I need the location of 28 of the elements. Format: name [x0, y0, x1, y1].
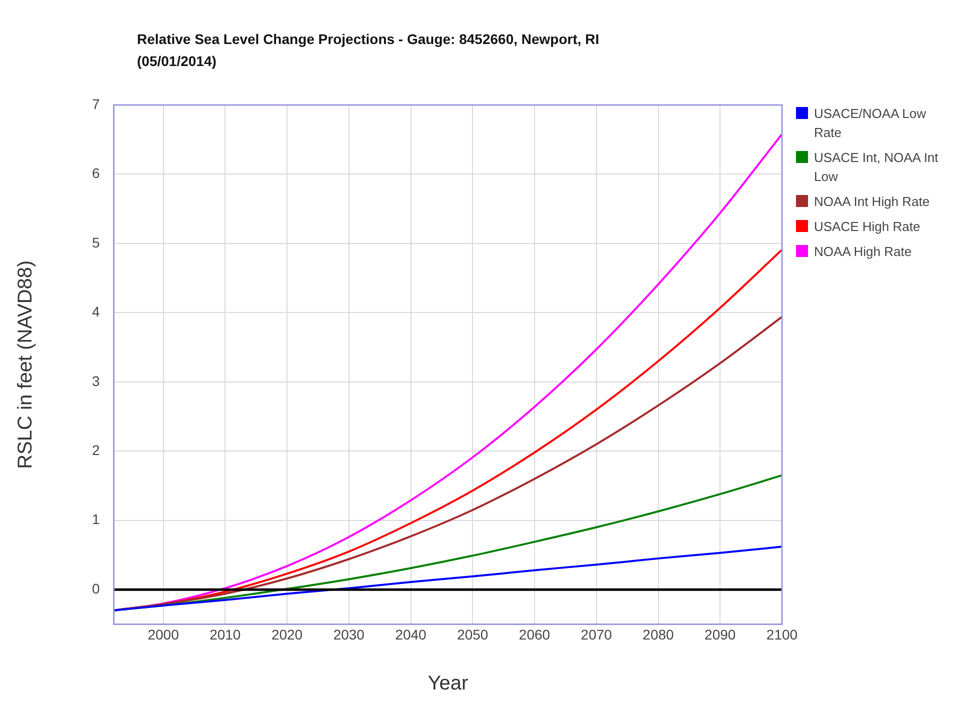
y-tick-label: 1: [92, 511, 100, 528]
chart-title: Relative Sea Level Change Projections - Gauge: 8452660, Newport, RI (05/01/2014): [137, 30, 600, 71]
legend-label: USACE High Rate: [814, 218, 920, 236]
x-tick-label: 2100: [766, 626, 798, 642]
line-series: [114, 546, 782, 612]
y-tick-label: 5: [92, 234, 100, 250]
y-tick-label: 2: [92, 442, 100, 458]
y-axis-title: RSLC in feet (NAVD88): [14, 260, 37, 469]
x-tick-label: 2080: [642, 626, 674, 642]
x-tick-label: 2090: [704, 626, 736, 642]
x-tick-label: 2070: [580, 626, 612, 642]
x-tick-label: 2060: [518, 626, 550, 642]
legend-label: NOAA High Rate: [814, 243, 912, 261]
legend-label: NOAA Int High Rate: [814, 193, 930, 211]
legend-label: USACE/NOAA Low Rate: [814, 105, 927, 142]
y-tick-label: 7: [92, 96, 100, 112]
y-tick-label: 0: [92, 580, 100, 596]
y-tick-label: 3: [92, 372, 100, 389]
x-tick-label: 2050: [457, 626, 488, 642]
x-tick-label: 2020: [271, 626, 303, 642]
y-tick-label: 6: [92, 165, 100, 182]
x-axis-title: Year: [428, 672, 468, 695]
x-tick-label: 2030: [333, 626, 365, 642]
y-tick-label: 4: [92, 304, 100, 320]
legend-label: USACE Int, NOAA Int Low: [814, 149, 940, 186]
x-tick-label: 2040: [395, 626, 427, 642]
x-tick-label: 2000: [148, 626, 180, 642]
x-tick-label: 2010: [210, 626, 241, 642]
